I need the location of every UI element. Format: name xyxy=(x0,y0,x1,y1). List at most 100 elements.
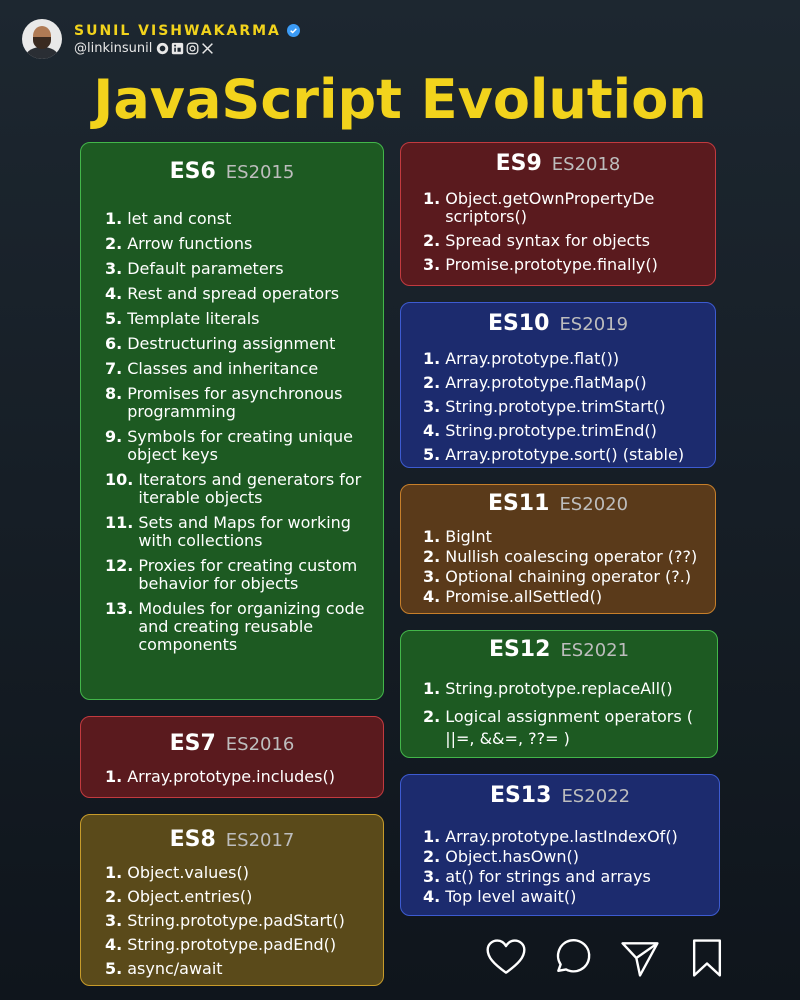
card-list: 1. Array.prototype.lastIndexOf() 2. Object… xyxy=(423,828,719,906)
list-item: 3. at() for strings and arrays xyxy=(423,868,719,886)
list-item: 5. Array.prototype.sort() (stable) xyxy=(423,446,715,464)
list-item: 2. Array.prototype.flatMap() xyxy=(423,374,715,392)
card-year: ES2015 xyxy=(225,162,295,183)
list-item: 7. Classes and inheritance xyxy=(105,360,373,378)
item-number: 2. xyxy=(105,234,123,253)
card-header: ES13 ES2022 xyxy=(401,783,719,808)
card-header: ES12 ES2021 xyxy=(401,637,717,662)
item-text: Top level await() xyxy=(445,887,577,906)
avatar-body xyxy=(26,47,58,59)
list-item: 4. String.prototype.padEnd() xyxy=(105,936,383,954)
item-text: at() for strings and arrays xyxy=(445,867,651,886)
card-header: ES7 ES2016 xyxy=(81,731,383,756)
page-title: JavaScript Evolution xyxy=(93,68,707,131)
card-es8: ES8 ES2017 1. Object.values() 2. Object.ent… xyxy=(80,814,384,986)
item-number: 6. xyxy=(105,334,123,353)
list-item: 4. Top level await() xyxy=(423,888,719,906)
item-number: 1. xyxy=(105,863,123,882)
item-text: Logical assignment operators ( ||=, &&=,… xyxy=(445,707,693,748)
list-item: 3. Optional chaining operator (?.) xyxy=(423,568,715,586)
item-text: Promise.prototype.finally() xyxy=(445,255,658,274)
item-number: 4. xyxy=(423,587,441,606)
item-text: Object.hasOwn() xyxy=(445,847,579,866)
list-item: 1. Array.prototype.includes() xyxy=(105,768,383,786)
linkedin-icon[interactable] xyxy=(171,42,184,55)
card-year: ES2020 xyxy=(559,494,629,515)
list-item: 1. Object.getOwnPropertyDe scriptors() xyxy=(423,190,693,226)
list-item: 1. Array.prototype.lastIndexOf() xyxy=(423,828,719,846)
heart-icon[interactable] xyxy=(484,936,528,980)
item-text: Symbols for creating unique object keys xyxy=(127,427,353,464)
avatar[interactable] xyxy=(22,19,62,59)
item-number: 4. xyxy=(105,935,123,954)
card-header: ES6 ES2015 xyxy=(81,159,383,184)
list-item: 2. Object.entries() xyxy=(105,888,383,906)
card-year: ES2021 xyxy=(560,640,630,661)
list-item: 10. Iterators and generators for iterable… xyxy=(105,471,373,507)
card-version: ES13 xyxy=(489,783,552,808)
item-number: 11. xyxy=(105,513,134,532)
item-number: 5. xyxy=(423,445,441,464)
x-icon[interactable] xyxy=(201,42,214,55)
item-number: 8. xyxy=(105,384,123,403)
list-item: 12. Proxies for creating custom behavior … xyxy=(105,557,373,593)
item-text: String.prototype.padEnd() xyxy=(127,935,337,954)
list-item: 2. Object.hasOwn() xyxy=(423,848,719,866)
card-header: ES8 ES2017 xyxy=(81,827,383,852)
author-name[interactable]: SUNIL VISHWAKARMA xyxy=(74,22,281,39)
list-item: 9. Symbols for creating unique object key… xyxy=(105,428,373,464)
item-text: Modules for organizing code and creating… xyxy=(138,599,365,654)
list-item: 1. BigInt xyxy=(423,528,715,546)
card-header: ES9 ES2018 xyxy=(401,151,715,176)
item-number: 2. xyxy=(423,231,441,250)
item-number: 5. xyxy=(105,309,123,328)
list-item: 4. Promise.allSettled() xyxy=(423,588,715,606)
item-number: 2. xyxy=(423,547,441,566)
item-text: Sets and Maps for working with collectio… xyxy=(138,513,351,550)
share-icon[interactable] xyxy=(618,936,662,980)
item-text: Promise.allSettled() xyxy=(445,587,603,606)
author-header: SUNIL VISHWAKARMA @linkinsunil xyxy=(22,16,300,62)
card-list: 1. String.prototype.replaceAll() 2. Logica… xyxy=(423,680,703,750)
card-version: ES8 xyxy=(169,827,216,852)
item-text: let and const xyxy=(127,209,232,228)
item-text: Optional chaining operator (?.) xyxy=(445,567,692,586)
item-number: 5. xyxy=(105,959,123,978)
item-text: Array.prototype.flatMap() xyxy=(445,373,647,392)
github-icon[interactable] xyxy=(156,42,169,55)
list-item: 3. Promise.prototype.finally() xyxy=(423,256,693,274)
comment-icon[interactable] xyxy=(551,936,595,980)
author-handle[interactable]: @linkinsunil xyxy=(74,40,153,56)
list-item: 6. Destructuring assignment xyxy=(105,335,373,353)
item-text: Array.prototype.includes() xyxy=(127,767,335,786)
card-year: ES2018 xyxy=(551,154,621,175)
card-year: ES2022 xyxy=(561,786,631,807)
card-version: ES12 xyxy=(488,637,551,662)
list-item: 5. Template literals xyxy=(105,310,373,328)
card-es13: ES13 ES2022 1. Array.prototype.lastIndexOf… xyxy=(400,774,720,916)
list-item: 2. Nullish coalescing operator (??) xyxy=(423,548,715,566)
card-es7: ES7 ES2016 1. Array.prototype.includes() xyxy=(80,716,384,798)
item-number: 1. xyxy=(423,349,441,368)
list-item: 5. async/await xyxy=(105,960,383,978)
list-item: 3. String.prototype.padStart() xyxy=(105,912,383,930)
bookmark-icon[interactable] xyxy=(685,936,729,980)
item-text: String.prototype.padStart() xyxy=(127,911,345,930)
item-text: Classes and inheritance xyxy=(127,359,319,378)
card-list: 1. Object.values() 2. Object.entries() 3. S… xyxy=(105,864,383,978)
item-number: 3. xyxy=(423,567,441,586)
card-year: ES2017 xyxy=(225,830,295,851)
list-item: 11. Sets and Maps for working with collec… xyxy=(105,514,373,550)
item-text: Destructuring assignment xyxy=(127,334,336,353)
post-actions xyxy=(484,936,729,980)
item-text: Array.prototype.lastIndexOf() xyxy=(445,827,678,846)
list-item: 8. Promises for asynchronous programming xyxy=(105,385,373,421)
item-number: 13. xyxy=(105,599,134,618)
card-es9: ES9 ES2018 1. Object.getOwnPropertyDe scri… xyxy=(400,142,716,286)
list-item: 13. Modules for organizing code and creat… xyxy=(105,600,373,654)
item-number: 12. xyxy=(105,556,134,575)
list-item: 4. Rest and spread operators xyxy=(105,285,373,303)
instagram-icon[interactable] xyxy=(186,42,199,55)
card-year: ES2016 xyxy=(225,734,295,755)
item-number: 3. xyxy=(105,259,123,278)
